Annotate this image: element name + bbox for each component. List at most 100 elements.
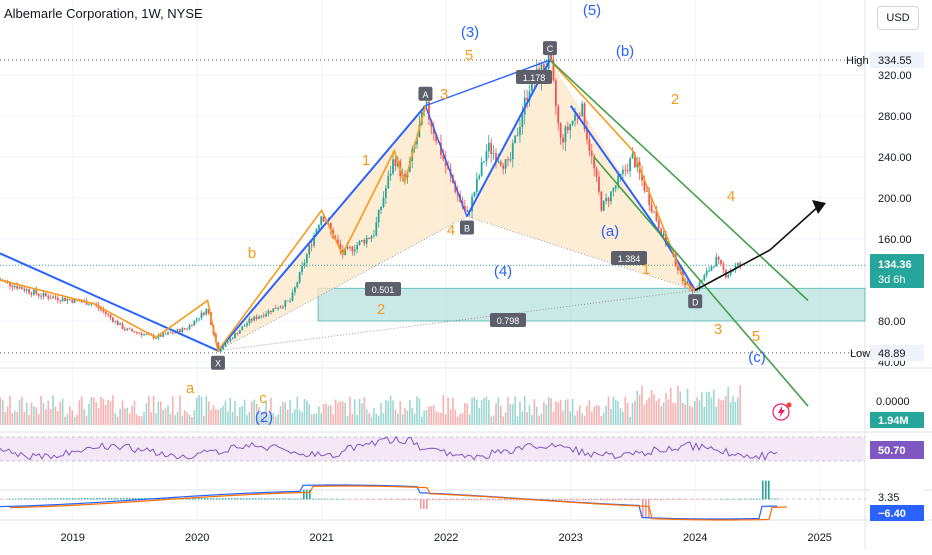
volume-bar [612, 396, 615, 425]
macd-hist-bar [60, 498, 62, 500]
volume-bar [341, 401, 344, 425]
volume-bar [413, 413, 416, 425]
volume-bar [150, 412, 153, 425]
volume-bar [550, 398, 552, 425]
currency-button[interactable]: USD [877, 6, 919, 30]
candle-body [729, 271, 732, 275]
volume-bar [107, 399, 109, 425]
volume-bar [88, 403, 90, 425]
candle-body [583, 103, 586, 130]
macd-hist-bar [612, 499, 614, 501]
volume-bar [28, 415, 30, 425]
volume-bar [92, 397, 95, 425]
fib-ratio-badge [490, 313, 526, 327]
candle-body [13, 285, 16, 288]
wave-xa-blue [217, 105, 427, 352]
candle-body [511, 143, 514, 160]
volume-bar [567, 398, 569, 425]
candle-body [495, 153, 497, 162]
macd-hist-bar [210, 498, 212, 500]
volume-bar [569, 411, 572, 425]
volume-bar [95, 402, 97, 425]
candle-body [30, 293, 33, 295]
candle-body [734, 265, 737, 270]
volume-bar [114, 413, 117, 425]
candle-body [226, 341, 229, 343]
macd-hist-bar [342, 498, 344, 500]
macd-hist-bar [657, 499, 659, 500]
macd-hist-bar [42, 498, 44, 500]
fib-xd-line [217, 289, 696, 352]
candle-body [198, 318, 201, 320]
volume-bar [325, 403, 327, 425]
candle-body [368, 237, 371, 239]
projection-arrow [694, 204, 821, 291]
candle-body [610, 191, 612, 202]
macd-hist-bar [324, 498, 326, 500]
volume-bar [476, 399, 478, 425]
macd-hist-bar [732, 498, 734, 500]
candle-body [183, 328, 186, 330]
macd-hist-bar [582, 499, 584, 501]
candle-body [128, 328, 131, 330]
candle-body [61, 297, 64, 302]
volume-bar [255, 404, 258, 425]
time-axis-tick: 2024 [683, 532, 707, 544]
volume-bar [655, 400, 658, 425]
volume-bar [394, 409, 397, 425]
candle-body [253, 316, 256, 321]
macd-hist-bar [711, 499, 713, 500]
candle-body [607, 198, 610, 202]
macd-hist-bar [459, 499, 461, 501]
volume-bar [124, 408, 126, 425]
candle-body [159, 335, 162, 337]
volume-bar [624, 396, 627, 425]
macd-hist-bar [315, 498, 317, 500]
macd-hist-bar [378, 499, 380, 500]
macd-hist-bar [24, 498, 26, 500]
macd-hist-bar [696, 499, 698, 500]
macd-hist-bar [522, 499, 524, 501]
macd-hist-bar [246, 498, 248, 500]
volume-bar [339, 401, 342, 425]
macd-hist-bar [78, 498, 80, 500]
volume-bar [480, 400, 483, 425]
candle-body [588, 139, 591, 152]
candle-body [274, 308, 277, 310]
wave-label-orange: a [186, 380, 195, 397]
harmonic-point-label: B [464, 223, 470, 233]
candle-body [466, 209, 469, 212]
candle-body [54, 296, 57, 298]
volume-bar [162, 409, 165, 425]
volume-bar [382, 412, 385, 425]
volume-bar [236, 415, 239, 425]
candle-body [112, 317, 114, 322]
macd-hist-bar [0, 499, 2, 500]
candle-body [363, 240, 366, 244]
volume-bar [586, 405, 588, 425]
volume-bar [248, 411, 251, 425]
candle-body [425, 101, 428, 106]
candle-body [107, 313, 110, 315]
candle-body [705, 270, 708, 276]
macd-hist-bar [300, 498, 302, 500]
volume-bar [629, 416, 631, 425]
macd-hist-bar [117, 498, 119, 500]
candle-body [662, 233, 665, 237]
signal-line [9, 485, 788, 521]
macd-hist-bar [165, 498, 167, 500]
macd-hist-bar [639, 499, 641, 501]
volume-bar [713, 389, 715, 425]
candle-body [641, 172, 643, 181]
volume-bar [356, 414, 358, 425]
macd-hist-bar [288, 498, 290, 500]
candle-body [689, 281, 691, 289]
macd-hist-bar [360, 499, 362, 500]
macd-hist-bar [39, 498, 41, 500]
candle-body [645, 191, 648, 192]
volume-bar [710, 397, 713, 425]
macd-hist-bar [348, 499, 350, 500]
candle-body [59, 300, 62, 302]
